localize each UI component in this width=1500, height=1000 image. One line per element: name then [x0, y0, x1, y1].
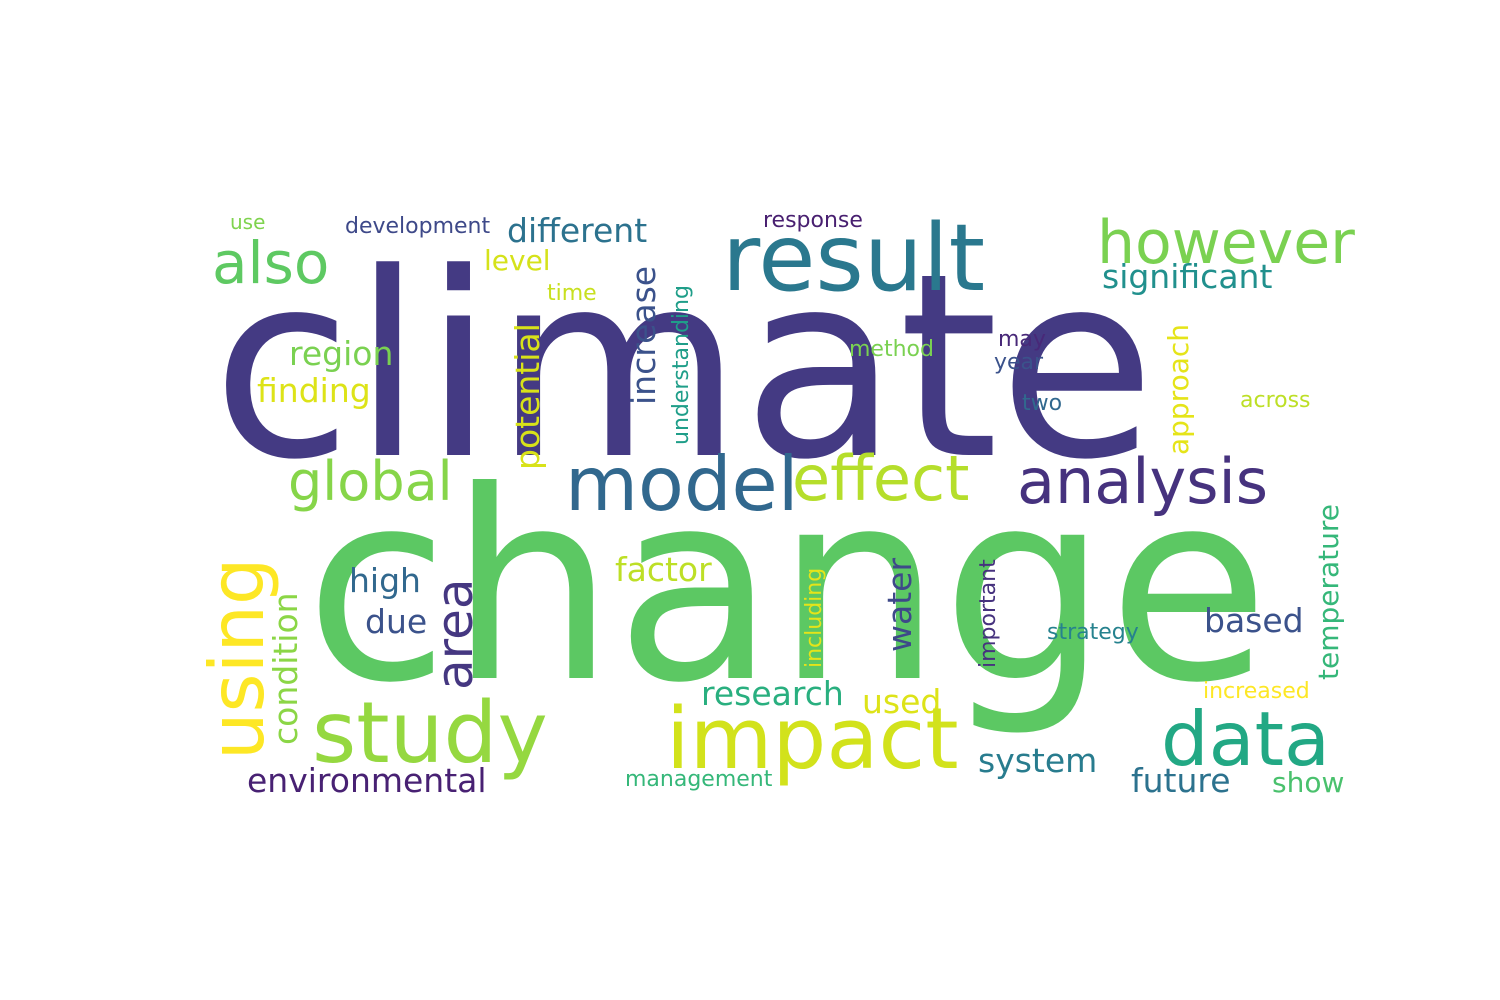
- word-also: also: [212, 229, 329, 297]
- word-environmental: environmental: [247, 761, 487, 800]
- word-high: high: [349, 561, 421, 600]
- word-two: two: [1022, 391, 1062, 416]
- word-future: future: [1131, 761, 1231, 800]
- word-global: global: [288, 450, 453, 513]
- word-due: due: [365, 602, 427, 641]
- word-water: water: [880, 558, 919, 652]
- word-different: different: [507, 211, 647, 250]
- word-climate: climate: [212, 219, 1155, 516]
- word-result: result: [722, 204, 985, 312]
- word-across: across: [1240, 388, 1311, 413]
- word-time: time: [547, 281, 597, 306]
- word-effect: effect: [792, 442, 969, 515]
- word-strategy: strategy: [1047, 620, 1139, 645]
- word-approach: approach: [1162, 324, 1195, 455]
- word-however: however: [1097, 208, 1355, 278]
- word-year: year: [994, 350, 1044, 375]
- word-using: using: [193, 557, 281, 760]
- word-used: used: [862, 682, 941, 721]
- word-use: use: [230, 210, 265, 234]
- word-study: study: [312, 684, 548, 783]
- word-understanding: understanding: [669, 285, 694, 445]
- word-including: including: [802, 568, 827, 668]
- word-important: important: [976, 559, 1001, 668]
- word-area: area: [426, 579, 484, 691]
- word-data: data: [1161, 695, 1330, 783]
- word-factor: factor: [615, 550, 712, 589]
- word-significant: significant: [1102, 257, 1272, 296]
- word-condition: condition: [266, 592, 305, 745]
- word-method: method: [849, 337, 934, 362]
- word-system: system: [978, 741, 1097, 780]
- word-level: level: [484, 244, 551, 277]
- word-increased: increased: [1203, 679, 1310, 704]
- word-potential: potential: [508, 323, 547, 470]
- word-may: may: [998, 327, 1046, 352]
- word-analysis: analysis: [1017, 445, 1268, 518]
- word-finding: finding: [257, 371, 371, 410]
- word-management: management: [625, 767, 773, 792]
- word-increase: increase: [624, 266, 663, 405]
- word-response: response: [763, 208, 863, 233]
- word-based: based: [1204, 601, 1304, 640]
- word-development: development: [345, 214, 491, 239]
- word-model: model: [565, 440, 799, 528]
- word-change: change: [305, 435, 1269, 740]
- word-research: research: [701, 674, 844, 713]
- word-temperature: temperature: [1312, 504, 1345, 680]
- word-region: region: [289, 334, 393, 373]
- word-impact: impact: [666, 690, 959, 789]
- word-show: show: [1272, 766, 1344, 799]
